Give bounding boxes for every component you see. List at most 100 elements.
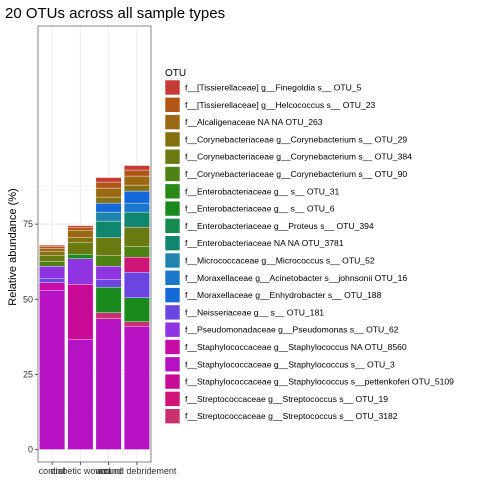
bar-segment (124, 185, 149, 191)
legend-item: f__Alcaligenaceae NA NA OTU_263 (165, 115, 323, 130)
legend-item: f__Streptococcaceae g__Streptococcus s__… (165, 391, 388, 406)
bar-segment (68, 226, 93, 228)
bar-stack-wound-debridement (124, 166, 149, 450)
bar-segment (68, 254, 93, 259)
y-tick-label: 50 (23, 294, 33, 304)
bar-segment (124, 212, 149, 227)
bar-segment (96, 287, 121, 313)
bar-segment (124, 326, 149, 449)
legend-item: f__Streptococcaceae g__Streptococcus s__… (165, 409, 398, 424)
legend-title: OTU (165, 68, 186, 79)
bar-segment (96, 188, 121, 197)
legend-item: f__[Tissierellaceae] g__Helcococcus s__ … (165, 97, 375, 112)
legend-item: f__Staphylococcaceae g__Staphylococcus N… (165, 340, 407, 355)
bar-stack-wound (96, 178, 121, 450)
bar-segment (39, 262, 64, 267)
legend-label: f__Pseudomonadaceae g__Pseudomonas s__ O… (185, 325, 399, 335)
legend-item: f__Staphylococcaceae g__Staphylococcus s… (165, 357, 395, 372)
bar-segment (124, 247, 149, 258)
legend-key (165, 270, 180, 285)
legend-label: f__Corynebacteriaceae g__Corynebacterium… (185, 169, 407, 179)
y-axis-label: Relative abundance (%) (7, 188, 19, 305)
bar-segment (96, 178, 121, 183)
legend-key (165, 80, 180, 95)
bar-segment (68, 340, 93, 450)
bar-segment (124, 322, 149, 327)
bar-segment (68, 227, 93, 230)
y-tick-label: 75 (23, 219, 33, 229)
bar-segment (96, 221, 121, 238)
legend-label: f__Streptococcaceae g__Streptococcus s__… (185, 411, 398, 421)
bar-segment (96, 266, 121, 280)
bar-segment (39, 290, 64, 449)
bar-segment (124, 257, 149, 272)
bar-stack-control (39, 245, 64, 449)
bar-segment (68, 259, 93, 285)
bar-segment (96, 197, 121, 203)
y-axis: 0 25 50 75 (23, 219, 38, 454)
bar-segment (124, 203, 149, 212)
legend-key (165, 357, 180, 372)
legend-item: f__[Tissierellaceae] g__Finegoldia s__ O… (165, 80, 362, 95)
legend-key (165, 391, 180, 406)
legend-item: f__Enterobacteriaceae NA NA OTU_3781 (165, 236, 344, 251)
bar-segment (96, 319, 121, 450)
y-tick-label: 0 (28, 445, 33, 455)
bar-segment (96, 256, 121, 267)
legend: OTU f__[Tissierellaceae] g__Finegoldia s… (165, 68, 454, 424)
bar-segment (96, 203, 121, 212)
legend-key (165, 409, 180, 424)
bar-segment (39, 251, 64, 256)
legend-item: f__Pseudomonadaceae g__Pseudomonas s__ O… (165, 322, 399, 337)
x-tick-label: wound debridement (96, 466, 177, 476)
bar-segment (96, 212, 121, 221)
legend-label: f__Staphylococcaceae g__Staphylococcus s… (185, 377, 454, 387)
legend-key (165, 201, 180, 216)
legend-label: f__Neisseriaceae g__ s__ OTU_181 (185, 307, 324, 317)
bar-segment (68, 284, 93, 340)
plot-panel (38, 26, 151, 462)
legend-key (165, 322, 180, 337)
legend-key (165, 288, 180, 303)
legend-item: f__Moraxellaceae g__Enhydrobacter s__ OT… (165, 288, 382, 303)
bar-segment (39, 247, 64, 249)
bar-segment (68, 238, 93, 243)
bar-segment (39, 248, 64, 251)
bar-segment (39, 245, 64, 247)
legend-key (165, 115, 180, 130)
legend-label: f__Staphylococcaceae g__Staphylococcus s… (185, 359, 395, 369)
legend-key (165, 253, 180, 268)
legend-item: f__Corynebacteriaceae g__Corynebacterium… (165, 132, 407, 147)
legend-key (165, 305, 180, 320)
legend-label: f__Streptococcaceae g__Streptococcus s__… (185, 394, 388, 404)
bar-segment (124, 227, 149, 247)
bar-segment (39, 278, 64, 283)
legend-item: f__Micrococcaceae g__Micrococcus s__ OTU… (165, 253, 375, 268)
bar-segment (96, 280, 121, 288)
legend-label: f__Moraxellaceae g__Enhydrobacter s__ OT… (185, 290, 382, 300)
legend-item: f__Corynebacteriaceae g__Corynebacterium… (165, 149, 412, 164)
legend-items: f__[Tissierellaceae] g__Finegoldia s__ O… (165, 80, 454, 424)
legend-key (165, 149, 180, 164)
legend-item: f__Moraxellaceae g__Acinetobacter s__joh… (165, 270, 407, 285)
legend-key (165, 374, 180, 389)
legend-item: f__Neisseriaceae g__ s__ OTU_181 (165, 305, 324, 320)
legend-item: f__Staphylococcaceae g__Staphylococcus s… (165, 374, 454, 389)
bar-segment (124, 272, 149, 298)
legend-key (165, 236, 180, 251)
legend-key (165, 184, 180, 199)
legend-label: f__[Tissierellaceae] g__Finegoldia s__ O… (185, 83, 362, 93)
legend-label: f__Corynebacteriaceae g__Corynebacterium… (185, 152, 412, 162)
bar-segment (124, 170, 149, 176)
bar-segment (124, 298, 149, 322)
legend-key (165, 167, 180, 182)
legend-label: f__Alcaligenaceae NA NA OTU_263 (185, 117, 323, 127)
legend-label: f__Enterobacteriaceae g__ s__ OTU_31 (185, 186, 340, 196)
bar-segment (39, 266, 64, 278)
bar-segment (124, 191, 149, 203)
legend-label: f__Micrococcaceae g__Micrococcus s__ OTU… (185, 256, 375, 266)
bar-segment (96, 313, 121, 319)
legend-key (165, 132, 180, 147)
bar-segment (96, 238, 121, 256)
